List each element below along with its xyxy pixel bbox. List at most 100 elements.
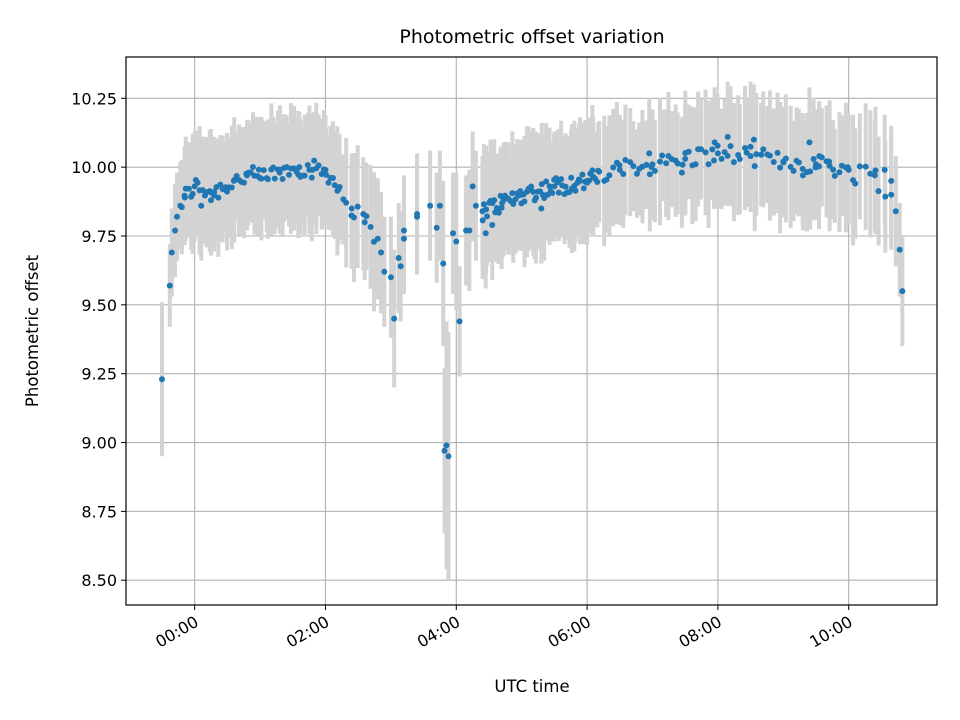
plot-frame [125, 56, 938, 606]
data-point [325, 179, 332, 186]
data-point [751, 163, 758, 170]
data-point [311, 157, 318, 164]
data-point [304, 161, 311, 168]
data-point [543, 178, 550, 185]
data-point [562, 183, 569, 190]
data-point [395, 255, 402, 262]
data-point [198, 202, 205, 209]
data-point [790, 167, 797, 174]
data-point [770, 159, 777, 166]
data-point [320, 166, 327, 173]
data-point [799, 165, 806, 172]
data-point [331, 182, 338, 189]
data-point [697, 146, 704, 153]
error-bars [159, 81, 905, 581]
data-point [836, 169, 843, 176]
data-point [685, 148, 692, 155]
data-point [616, 166, 623, 173]
data-point [414, 210, 421, 217]
data-point [400, 235, 407, 242]
data-point [215, 194, 222, 201]
data-point [634, 170, 641, 177]
data-point [724, 133, 731, 140]
data-point [315, 162, 322, 169]
data-point [659, 152, 666, 159]
data-point [663, 160, 670, 167]
data-point [168, 249, 175, 256]
data-point [528, 183, 535, 190]
data-point [491, 197, 498, 204]
data-point [241, 179, 248, 186]
data-point [871, 172, 878, 179]
data-point [630, 163, 637, 170]
data-point [888, 177, 895, 184]
data-point [336, 183, 343, 190]
data-point [616, 162, 623, 169]
data-point [753, 151, 760, 158]
data-point [718, 155, 725, 162]
data-point [185, 185, 192, 192]
data-point [572, 187, 579, 194]
data-point [484, 213, 491, 220]
data-point [760, 146, 767, 153]
y-tick-label: 8.75 [81, 502, 117, 521]
data-point [747, 153, 754, 160]
y-tick-label: 10.00 [71, 158, 117, 177]
x-tick-label: 00:00 [152, 612, 201, 652]
data-point [378, 249, 385, 256]
data-point [489, 221, 496, 228]
data-point [795, 159, 802, 166]
data-point [538, 181, 545, 188]
data-point [308, 174, 315, 181]
y-tick-label: 8.50 [81, 571, 117, 590]
data-point [397, 263, 404, 270]
data-point [479, 217, 486, 224]
data-point [816, 153, 823, 160]
data-point [551, 183, 558, 190]
data-point [702, 149, 709, 156]
data-point [166, 282, 173, 289]
data-point [758, 151, 765, 158]
data-point [329, 175, 336, 182]
data-point [709, 146, 716, 153]
data-point [580, 185, 587, 192]
data-point [387, 274, 394, 281]
data-point [509, 190, 516, 197]
data-point [301, 172, 308, 179]
data-point [714, 150, 721, 157]
data-point [774, 149, 781, 156]
data-point [189, 190, 196, 197]
data-point [445, 453, 452, 460]
data-point [546, 183, 553, 190]
data-point [441, 447, 448, 454]
data-point [453, 238, 460, 245]
data-point [260, 167, 267, 174]
data-point [730, 159, 737, 166]
data-point [766, 152, 773, 159]
data-point [678, 169, 685, 176]
data-point [456, 318, 463, 325]
x-tick-label: 10:00 [806, 612, 855, 652]
data-point [323, 171, 330, 178]
data-point [782, 155, 789, 162]
data-point [343, 199, 350, 206]
data-point [436, 202, 443, 209]
data-point [348, 205, 355, 212]
data-point [679, 161, 686, 168]
data-point [510, 200, 517, 207]
y-tick-label: 9.25 [81, 365, 117, 384]
data-point [586, 177, 593, 184]
data-point [194, 179, 201, 186]
data-point [493, 205, 500, 212]
data-point [867, 170, 874, 177]
data-point [589, 167, 596, 174]
data-point [558, 176, 565, 183]
data-point [463, 227, 470, 234]
data-point [427, 202, 434, 209]
data-point [892, 208, 899, 215]
data-point [646, 171, 653, 178]
data-point [603, 176, 610, 183]
data-point [682, 155, 689, 162]
data-point [363, 213, 370, 220]
